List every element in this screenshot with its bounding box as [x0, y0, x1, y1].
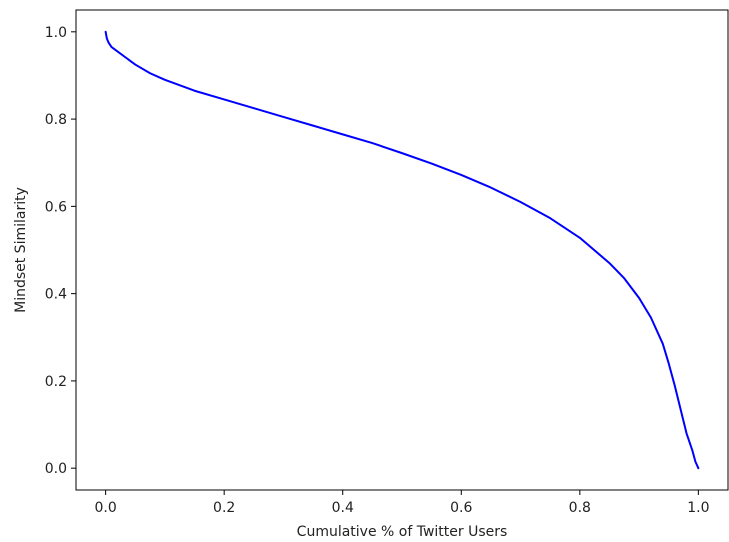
x-tick-label: 0.0 — [95, 500, 117, 516]
x-tick-label: 0.8 — [569, 500, 591, 516]
series-layer — [104, 30, 700, 470]
y-axis: 0.0 0.2 0.4 0.6 0.8 1.0 — [45, 25, 76, 477]
x-tick-label: 0.4 — [332, 500, 354, 516]
x-tick-label: 1.0 — [687, 500, 709, 516]
x-tick-label: 0.6 — [450, 500, 472, 516]
x-axis-label: Cumulative % of Twitter Users — [297, 524, 508, 540]
plot-frame — [75, 9, 729, 491]
series-line-0 — [104, 30, 700, 470]
plot-area — [75, 9, 729, 491]
y-axis-label: Mindset Similarity — [13, 187, 29, 313]
y-tick-label: 0.6 — [45, 199, 67, 215]
x-axis: 0.0 0.2 0.4 0.6 0.8 1.0 — [95, 490, 709, 516]
y-tick-label: 0.0 — [45, 461, 67, 477]
x-tick-label: 0.2 — [213, 500, 235, 516]
y-tick-label: 0.2 — [45, 374, 67, 390]
y-tick-label: 0.4 — [45, 287, 67, 303]
y-tick-label: 0.8 — [45, 112, 67, 128]
y-tick-label: 1.0 — [45, 25, 67, 41]
